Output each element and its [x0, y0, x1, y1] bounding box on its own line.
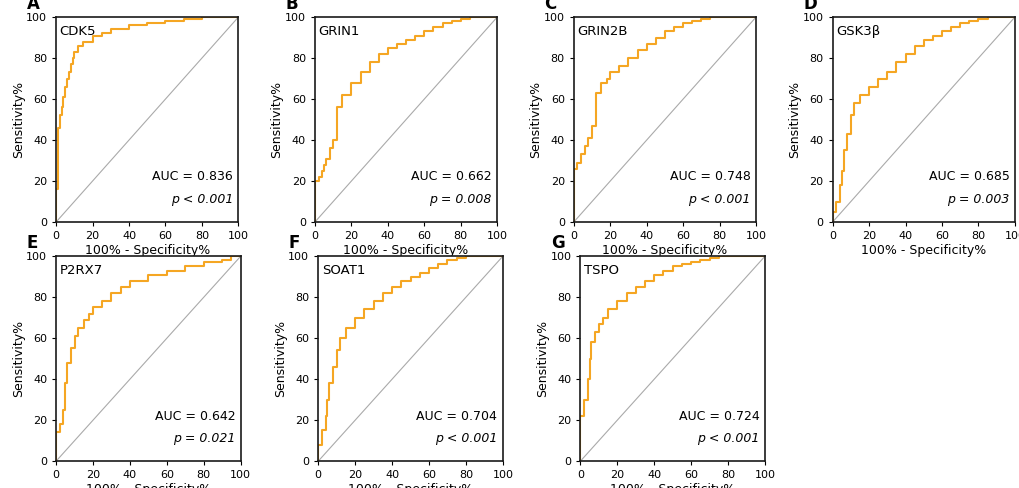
X-axis label: 100% - Specificity%: 100% - Specificity% [86, 483, 211, 488]
Text: p = 0.008: p = 0.008 [429, 193, 491, 206]
Text: GRIN1: GRIN1 [318, 25, 360, 38]
Text: AUC = 0.704: AUC = 0.704 [416, 409, 497, 423]
Text: AUC = 0.642: AUC = 0.642 [155, 409, 235, 423]
Text: p < 0.001: p < 0.001 [696, 432, 759, 445]
Text: p < 0.001: p < 0.001 [434, 432, 497, 445]
Text: G: G [550, 234, 565, 252]
X-axis label: 100% - Specificity%: 100% - Specificity% [860, 244, 985, 257]
Text: AUC = 0.724: AUC = 0.724 [678, 409, 759, 423]
X-axis label: 100% - Specificity%: 100% - Specificity% [609, 483, 735, 488]
Text: B: B [285, 0, 299, 13]
Text: P2RX7: P2RX7 [60, 264, 103, 277]
Text: D: D [803, 0, 816, 13]
Y-axis label: Sensitivity%: Sensitivity% [270, 81, 283, 158]
X-axis label: 100% - Specificity%: 100% - Specificity% [343, 244, 469, 257]
X-axis label: 100% - Specificity%: 100% - Specificity% [601, 244, 727, 257]
Text: AUC = 0.748: AUC = 0.748 [669, 170, 750, 183]
Text: TSPO: TSPO [584, 264, 619, 277]
Y-axis label: Sensitivity%: Sensitivity% [11, 81, 24, 158]
Y-axis label: Sensitivity%: Sensitivity% [11, 320, 24, 397]
Y-axis label: Sensitivity%: Sensitivity% [788, 81, 800, 158]
Y-axis label: Sensitivity%: Sensitivity% [529, 81, 542, 158]
Text: p < 0.001: p < 0.001 [688, 193, 750, 206]
Text: C: C [544, 0, 556, 13]
Text: p = 0.021: p = 0.021 [172, 432, 235, 445]
Text: GRIN2B: GRIN2B [577, 25, 628, 38]
Text: p < 0.001: p < 0.001 [170, 193, 232, 206]
Text: AUC = 0.836: AUC = 0.836 [152, 170, 232, 183]
Text: A: A [26, 0, 40, 13]
Text: F: F [288, 234, 300, 252]
Y-axis label: Sensitivity%: Sensitivity% [273, 320, 286, 397]
Text: GSK3β: GSK3β [836, 25, 879, 38]
X-axis label: 100% - Specificity%: 100% - Specificity% [85, 244, 210, 257]
Text: AUC = 0.685: AUC = 0.685 [927, 170, 1009, 183]
Text: p = 0.003: p = 0.003 [946, 193, 1009, 206]
Text: CDK5: CDK5 [60, 25, 96, 38]
Text: AUC = 0.662: AUC = 0.662 [411, 170, 491, 183]
Text: SOAT1: SOAT1 [322, 264, 365, 277]
Y-axis label: Sensitivity%: Sensitivity% [535, 320, 548, 397]
X-axis label: 100% - Specificity%: 100% - Specificity% [347, 483, 473, 488]
Text: E: E [26, 234, 38, 252]
